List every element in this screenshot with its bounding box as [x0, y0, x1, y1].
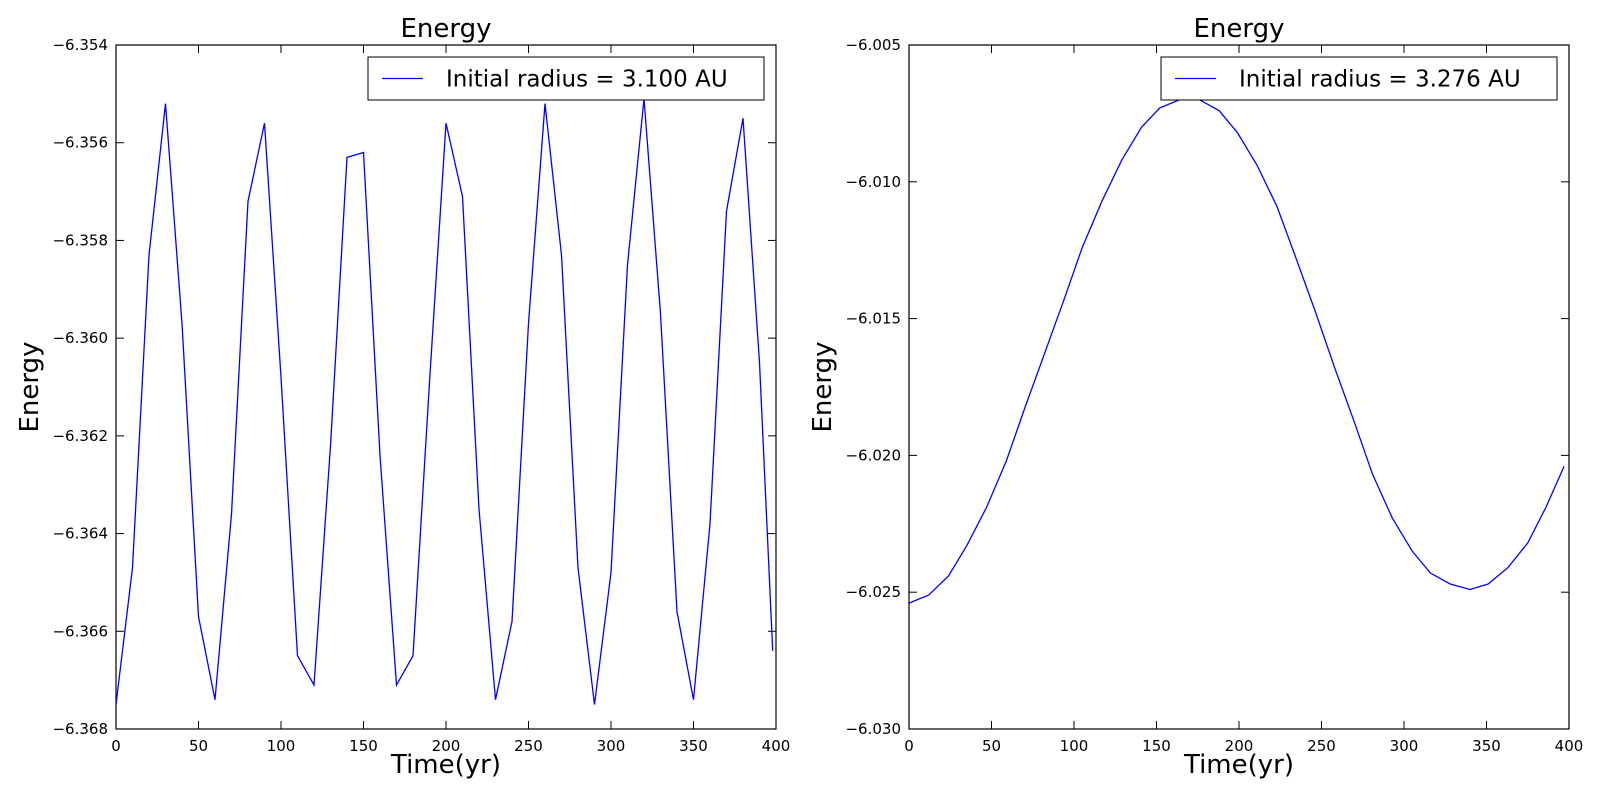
y-tick-label: −6.356: [52, 134, 108, 152]
y-tick-label: −6.368: [52, 720, 108, 738]
y-tick-label: −6.360: [52, 329, 108, 347]
x-tick-label: 100: [267, 737, 296, 755]
x-tick-label: 350: [1472, 737, 1501, 755]
x-tick-label: 200: [432, 737, 461, 755]
y-tick-label: −6.010: [845, 173, 901, 191]
x-tick-label: 150: [349, 737, 378, 755]
y-tick-label: −6.358: [52, 231, 108, 249]
legend-box: [367, 56, 765, 101]
y-tick-label: −6.020: [845, 446, 901, 464]
x-tick-label: 0: [904, 737, 914, 755]
chart-right: 0 50 100 150 200 250 300 350 400 −6.030 −6.025 −6.0…: [808, 14, 1583, 780]
y-tick-label: −6.366: [52, 622, 108, 640]
chart-title: Energy: [400, 14, 491, 44]
x-tick-label: 0: [111, 737, 121, 755]
series-line: [908, 99, 1565, 604]
y-tick-label: −6.025: [845, 583, 901, 601]
plot-frame: [115, 44, 777, 730]
x-axis-label: Time(yr): [1183, 750, 1294, 780]
y-tick-label: −6.005: [845, 36, 901, 54]
y-tick-label: −6.030: [845, 720, 901, 738]
legend-label: Initial radius = 3.276 AU: [1239, 67, 1521, 93]
legend-label: Initial radius = 3.100 AU: [446, 67, 728, 93]
y-axis-label: Energy: [15, 341, 45, 432]
y-tick-label: −6.364: [52, 525, 108, 543]
x-tick-label: 200: [1225, 737, 1254, 755]
x-axis-label: Time(yr): [390, 750, 501, 780]
x-tick-label: 400: [1555, 737, 1584, 755]
y-tick-label: −6.015: [845, 310, 901, 328]
chart-title: Energy: [1193, 14, 1284, 44]
x-tick-label: 400: [762, 737, 791, 755]
plot-frame: [908, 44, 1570, 730]
x-tick-label: 50: [982, 737, 1001, 755]
x-tick-label: 50: [189, 737, 208, 755]
x-tick-label: 250: [514, 737, 543, 755]
x-tick-label: 300: [597, 737, 626, 755]
legend-box: [1160, 56, 1558, 101]
x-tick-label: 150: [1142, 737, 1171, 755]
y-tick-label: −6.362: [52, 427, 108, 445]
y-axis-label: Energy: [808, 341, 838, 432]
series-line: [115, 98, 774, 705]
chart-left: 0 50 100 150 200 250 300 350 400 −6.368 −6.366 −6.3…: [15, 14, 790, 780]
y-tick-label: −6.354: [52, 36, 108, 54]
x-tick-label: 300: [1390, 737, 1419, 755]
x-tick-label: 350: [679, 737, 708, 755]
x-tick-label: 100: [1060, 737, 1089, 755]
x-tick-label: 250: [1307, 737, 1336, 755]
